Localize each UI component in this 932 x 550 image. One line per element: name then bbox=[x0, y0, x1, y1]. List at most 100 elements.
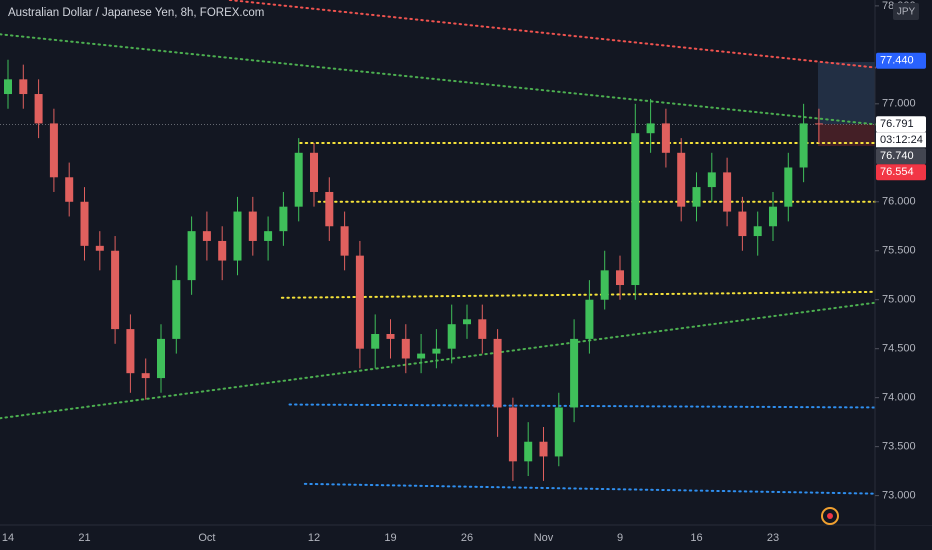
candle-body bbox=[310, 152, 318, 192]
candle-body bbox=[294, 152, 303, 207]
candle-body bbox=[371, 334, 380, 349]
currency: JPY bbox=[897, 7, 916, 18]
candle-body bbox=[126, 329, 135, 374]
candle-body bbox=[493, 338, 502, 408]
price-axis bbox=[876, 0, 932, 525]
countdown: 03:12:24 bbox=[880, 134, 923, 146]
price-label: 76.554 bbox=[880, 166, 914, 178]
trend-line bbox=[280, 290, 877, 299]
y-tick-label: 77.000 bbox=[882, 98, 916, 110]
countdown-box bbox=[876, 132, 926, 148]
candle-body bbox=[355, 255, 364, 349]
price-label: 77.440 bbox=[880, 55, 914, 67]
candle-body bbox=[707, 172, 716, 188]
candle-body bbox=[4, 79, 12, 95]
candle-body bbox=[447, 324, 456, 349]
candle-body bbox=[524, 441, 533, 462]
y-tick-label: 74.000 bbox=[882, 392, 916, 404]
logo-icon bbox=[827, 513, 833, 519]
candle-body bbox=[95, 245, 104, 251]
candle-body bbox=[172, 280, 181, 339]
candle-body bbox=[325, 191, 334, 227]
y-tick-label: 74.500 bbox=[882, 343, 916, 355]
x-tick-label: 9 bbox=[617, 532, 623, 544]
x-tick-label: 16 bbox=[690, 532, 702, 544]
candle-body bbox=[432, 348, 441, 354]
chart-title: Australian Dollar / Japanese Yen, 8h, FO… bbox=[8, 7, 264, 19]
candle-body bbox=[692, 187, 701, 207]
stop-zone bbox=[818, 124, 875, 146]
trend-line bbox=[303, 482, 877, 495]
candle-body bbox=[570, 338, 579, 408]
candle-body bbox=[600, 270, 609, 300]
x-tick-label: 26 bbox=[461, 532, 473, 544]
candle-body bbox=[279, 206, 288, 232]
x-tick-label: 14 bbox=[2, 532, 14, 544]
candle-body bbox=[401, 338, 410, 359]
candle-body bbox=[233, 211, 242, 261]
candle-body bbox=[19, 79, 28, 95]
candle-body bbox=[157, 338, 165, 379]
candle-body bbox=[80, 201, 89, 246]
candle-body bbox=[508, 407, 517, 462]
x-tick-label: 21 bbox=[78, 532, 90, 544]
candle-body bbox=[111, 250, 120, 330]
candle-body bbox=[631, 133, 640, 286]
trend-line bbox=[0, 33, 877, 126]
candle-body bbox=[723, 172, 732, 212]
currency-box bbox=[893, 3, 919, 20]
candle-body bbox=[738, 211, 747, 237]
target-zone bbox=[818, 62, 875, 124]
candle-body bbox=[646, 123, 655, 134]
price-label-box bbox=[876, 52, 926, 69]
trend-line bbox=[228, 0, 877, 69]
candle-body bbox=[661, 123, 670, 153]
candle-body bbox=[141, 373, 150, 379]
x-tick-label: Oct bbox=[198, 532, 215, 544]
candle-body bbox=[202, 231, 211, 241]
price-label: 76.791 bbox=[880, 118, 914, 130]
price-label: 76.740 bbox=[880, 150, 914, 162]
candle-body bbox=[799, 123, 808, 168]
candle-body bbox=[218, 240, 227, 261]
x-tick-label: 12 bbox=[308, 532, 320, 544]
candle-body bbox=[554, 407, 563, 457]
candle-body bbox=[585, 299, 594, 339]
x-tick-label: Nov bbox=[534, 532, 554, 544]
candle-body bbox=[539, 441, 548, 457]
candle-body bbox=[814, 123, 823, 125]
candle-body bbox=[386, 334, 395, 339]
y-tick-label: 73.500 bbox=[882, 441, 916, 453]
candle-body bbox=[463, 319, 471, 325]
price-label-box bbox=[876, 116, 926, 133]
trend-line bbox=[288, 403, 877, 409]
candle-body bbox=[616, 270, 624, 286]
logo-icon bbox=[821, 507, 839, 525]
candle-body bbox=[340, 226, 349, 256]
y-tick-label: 75.500 bbox=[882, 245, 916, 257]
y-tick-label: 76.000 bbox=[882, 196, 916, 208]
candle-body bbox=[784, 167, 793, 207]
x-tick-label: 19 bbox=[384, 532, 396, 544]
candle-body bbox=[264, 231, 273, 241]
plot bbox=[0, 0, 877, 495]
candle-body bbox=[677, 152, 686, 207]
y-tick-label: 75.000 bbox=[882, 294, 916, 306]
trend-line bbox=[0, 301, 877, 420]
candle-body bbox=[187, 231, 196, 281]
candle-body bbox=[769, 206, 777, 227]
candle-body bbox=[478, 319, 487, 339]
price-label-box bbox=[876, 164, 926, 181]
x-tick-label: 23 bbox=[767, 532, 779, 544]
candle-body bbox=[34, 94, 43, 124]
candle-body bbox=[65, 177, 74, 202]
candle-body bbox=[417, 353, 426, 359]
y-tick-label: 73.000 bbox=[882, 490, 916, 502]
price-label-box bbox=[876, 148, 926, 165]
candle-body bbox=[49, 123, 58, 178]
candle-body bbox=[248, 211, 257, 241]
candle-body bbox=[753, 226, 762, 237]
